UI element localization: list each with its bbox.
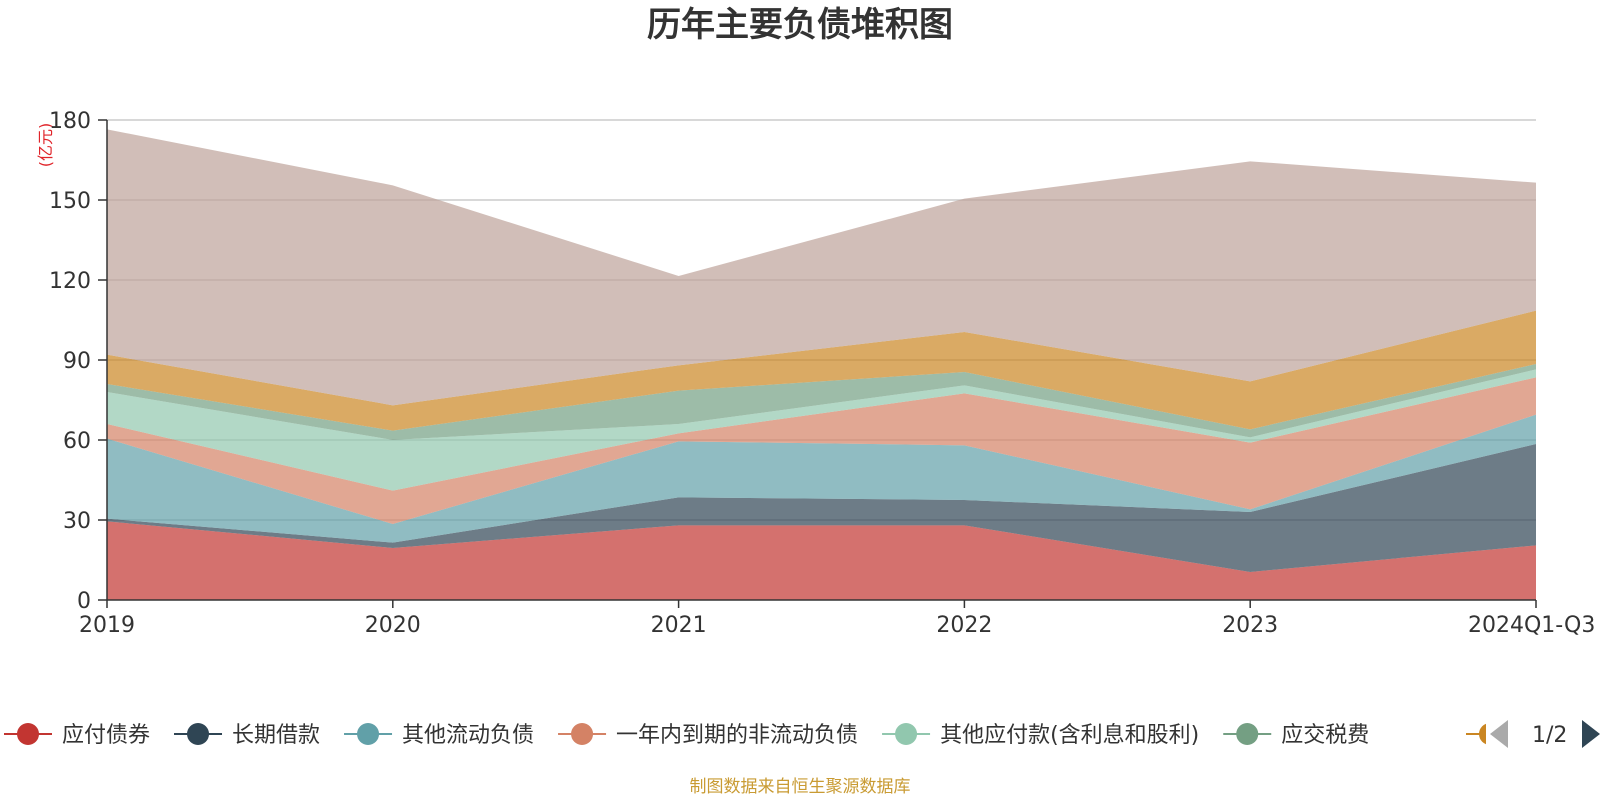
legend-item[interactable]: 长期借款 bbox=[174, 723, 320, 748]
legend-page-indicator: 1/2 bbox=[1532, 723, 1567, 748]
area-series-6[interactable] bbox=[107, 364, 1536, 440]
axes: (亿元) 0 30 60 90 120 150 180 2019 2020 2021 2022 202… bbox=[36, 109, 1595, 638]
legend-circle-marker bbox=[571, 723, 594, 745]
area-series-1[interactable] bbox=[107, 521, 1536, 600]
legend-label: 其他流动负债 bbox=[402, 723, 534, 748]
legend-item[interactable]: 一年内到期的非流动负债 bbox=[558, 723, 858, 748]
x-tick-label: 2019 bbox=[79, 613, 135, 638]
legend-item[interactable]: 应交税费 bbox=[1223, 723, 1369, 748]
y-tick-label: 60 bbox=[63, 429, 91, 454]
y-tick-label: 180 bbox=[49, 109, 91, 134]
legend-item[interactable]: 应付债券 bbox=[4, 723, 150, 748]
area-series-3[interactable] bbox=[107, 414, 1536, 543]
x-tick-label: 2020 bbox=[365, 613, 421, 638]
x-tick-label: 2022 bbox=[936, 613, 992, 638]
legend-item[interactable]: 其他应付款(含利息和股利) bbox=[882, 723, 1199, 748]
x-tick-label: 2023 bbox=[1222, 613, 1278, 638]
y-tick-label: 0 bbox=[77, 589, 91, 614]
area-series-4[interactable] bbox=[107, 377, 1536, 524]
legend-item-partial[interactable] bbox=[1466, 723, 1514, 745]
y-tick-label: 120 bbox=[49, 269, 91, 294]
area-series-5[interactable] bbox=[107, 369, 1536, 491]
chart-title: 历年主要负债堆积图 bbox=[647, 5, 953, 45]
legend-label: 应付债券 bbox=[62, 723, 150, 748]
source-note: 制图数据来自恒生聚源数据库 bbox=[689, 777, 911, 797]
legend-circle-marker bbox=[1479, 723, 1486, 745]
y-tick-label: 30 bbox=[63, 509, 91, 534]
legend-item[interactable]: 其他流动负债 bbox=[344, 723, 534, 748]
legend-circle-marker bbox=[895, 723, 918, 745]
area-series-7[interactable] bbox=[107, 310, 1536, 431]
legend-label: 长期借款 bbox=[232, 723, 320, 748]
x-tick-label: 2024Q1-Q3 bbox=[1468, 613, 1595, 638]
legend-label: 应交税费 bbox=[1281, 723, 1369, 748]
legend-prev-page-icon[interactable] bbox=[1490, 720, 1508, 748]
legend-circle-marker bbox=[17, 723, 39, 745]
legend[interactable]: 应付债券 长期借款 其他流动负债 一年内到期的非流动负债 其他应付款(含利息和股利) 应交… bbox=[4, 723, 1514, 748]
stacked-areas bbox=[107, 129, 1536, 600]
area-series-8[interactable] bbox=[107, 129, 1536, 406]
area-series-2[interactable] bbox=[107, 444, 1536, 572]
y-tick-label: 90 bbox=[63, 349, 91, 374]
legend-pager: 1/2 bbox=[1490, 720, 1600, 748]
legend-label: 一年内到期的非流动负债 bbox=[616, 723, 858, 748]
y-tick-label: 150 bbox=[49, 189, 91, 214]
legend-circle-marker bbox=[1236, 723, 1259, 745]
x-tick-label: 2021 bbox=[651, 613, 707, 638]
legend-next-page-icon[interactable] bbox=[1582, 720, 1600, 748]
legend-label: 其他应付款(含利息和股利) bbox=[940, 723, 1199, 748]
legend-circle-marker bbox=[187, 723, 210, 745]
y-axis-unit-label: (亿元) bbox=[36, 123, 55, 168]
legend-circle-marker bbox=[357, 723, 380, 745]
